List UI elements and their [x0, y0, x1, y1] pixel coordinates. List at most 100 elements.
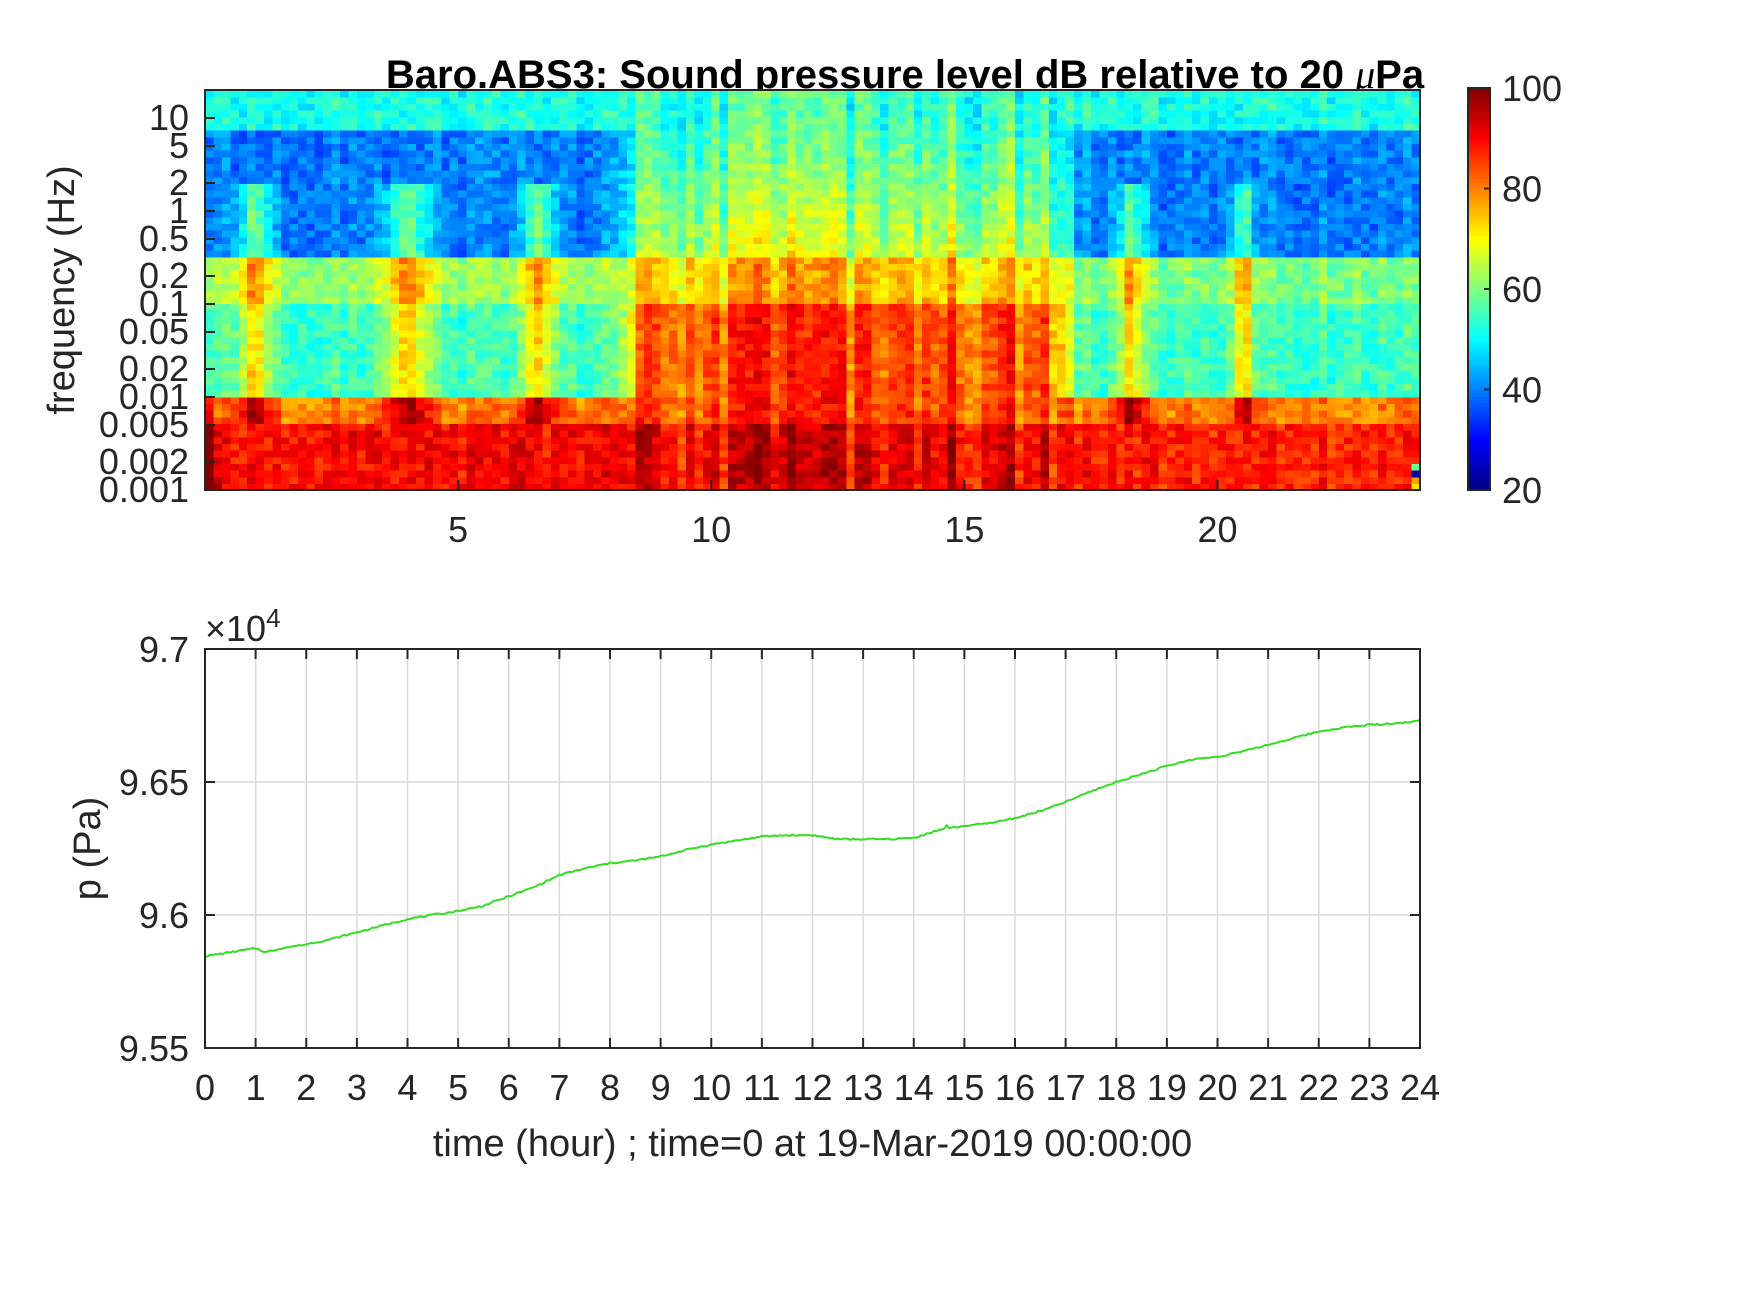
spectrogram-cell [787, 423, 797, 431]
spectrogram-cell [728, 116, 738, 124]
spectrogram-cell [795, 316, 805, 324]
spectrogram-cell [694, 370, 704, 378]
spectrogram-cell [846, 216, 856, 224]
spectrogram-cell [829, 250, 839, 258]
spectrogram-cell [795, 116, 805, 124]
spectrogram-cell [542, 236, 552, 244]
spectrogram-cell [466, 110, 476, 118]
spectrogram-cell [340, 383, 350, 391]
spectrogram-cell [213, 216, 223, 224]
spectrogram-cell [905, 476, 915, 484]
spectrogram-cell [424, 450, 434, 458]
spectrogram-cell [820, 250, 830, 258]
spectrogram-cell [846, 96, 856, 104]
spectrogram-cell [736, 410, 746, 418]
spectrogram-cell [373, 263, 383, 271]
spectrogram-cell [863, 350, 873, 358]
spectrogram-cell [331, 370, 341, 378]
spectrogram-cell [863, 163, 873, 171]
spectrogram-cell [812, 343, 822, 351]
spectrogram-cell [314, 456, 324, 464]
spectrogram-cell [829, 343, 839, 351]
spectrogram-cell [685, 156, 695, 164]
spectrogram-cell [685, 143, 695, 151]
spectrogram-cell [458, 363, 468, 371]
spectrogram-cell [213, 343, 223, 351]
spectrogram-cell [702, 130, 712, 138]
spectrogram-cell [432, 463, 442, 471]
spectrogram-cell [888, 263, 898, 271]
spectrogram-cell [610, 383, 620, 391]
spectrogram-cell [880, 410, 890, 418]
spectrogram-cell [761, 430, 771, 438]
spectrogram-cell [415, 350, 425, 358]
spectrogram-cell [432, 310, 442, 318]
spectrogram-cell [888, 436, 898, 444]
spectrogram-cell [508, 356, 518, 364]
spectrogram-cell [643, 383, 653, 391]
spectrogram-cell [753, 150, 763, 158]
spectrogram-cell [407, 470, 417, 478]
spectrogram-cell [728, 356, 738, 364]
spectrogram-cell [297, 436, 307, 444]
spectrogram-cell [601, 396, 611, 404]
spectrogram-cell [407, 310, 417, 318]
spectrogram-cell [348, 163, 358, 171]
spectrogram-cell [238, 263, 248, 271]
spectrogram-cell [255, 183, 265, 191]
spectrogram-cell [643, 156, 653, 164]
spectrogram-cell [778, 203, 788, 211]
spectrogram-cell [348, 170, 358, 178]
spectrogram-cell [432, 136, 442, 144]
spectrogram-cell [221, 403, 231, 411]
spectrogram-cell [230, 283, 240, 291]
spectrogram-cell [314, 430, 324, 438]
spectrogram-cell [829, 183, 839, 191]
spectrogram-cell [255, 316, 265, 324]
spectrogram-cell [702, 176, 712, 184]
spectrogram-cell [221, 116, 231, 124]
spectrogram-cell [745, 383, 755, 391]
spectrogram-cell [517, 176, 527, 184]
spectrogram-cell [348, 416, 358, 424]
spectrogram-cell [373, 196, 383, 204]
spectrogram-cell [399, 196, 409, 204]
spectrogram-cell [677, 263, 687, 271]
spectrogram-cell [399, 123, 409, 131]
spectrogram-cell [685, 416, 695, 424]
spectrogram-cell [576, 303, 586, 311]
spectrogram-cell [770, 456, 780, 464]
spectrogram-cell [340, 190, 350, 198]
spectrogram-cell [373, 436, 383, 444]
spectrogram-cell [795, 110, 805, 118]
spectrogram-cell [205, 363, 215, 371]
spectrogram-cell [685, 323, 695, 331]
spectrogram-cell [652, 176, 662, 184]
spectrogram-cell [694, 376, 704, 384]
spectrogram-cell [863, 370, 873, 378]
spectrogram-cell [846, 103, 856, 111]
spectrogram-cell [753, 396, 763, 404]
spectrogram-cell [626, 336, 636, 344]
spectrogram-cell [626, 463, 636, 471]
spectrogram-cell [795, 283, 805, 291]
spectrogram-cell [635, 250, 645, 258]
spectrogram-cell [424, 370, 434, 378]
spectrogram-cell [306, 243, 316, 251]
spectrogram-cell [213, 123, 223, 131]
spectrogram-cell [466, 283, 476, 291]
spectrogram-cell [601, 170, 611, 178]
spectrogram-cell [787, 196, 797, 204]
spectrogram-cell [365, 176, 375, 184]
spectrogram-cell [415, 150, 425, 158]
spectrogram-cell [711, 290, 721, 298]
spectrogram-cell [323, 190, 333, 198]
spectrogram-cell [719, 90, 729, 98]
spectrogram-cell [255, 110, 265, 118]
spectrogram-cell [449, 243, 459, 251]
spectrogram-cell [550, 136, 560, 144]
spectrogram-cell [567, 336, 577, 344]
spectrogram-cell [745, 196, 755, 204]
spectrogram-cell [618, 156, 628, 164]
spectrogram-cell [601, 116, 611, 124]
